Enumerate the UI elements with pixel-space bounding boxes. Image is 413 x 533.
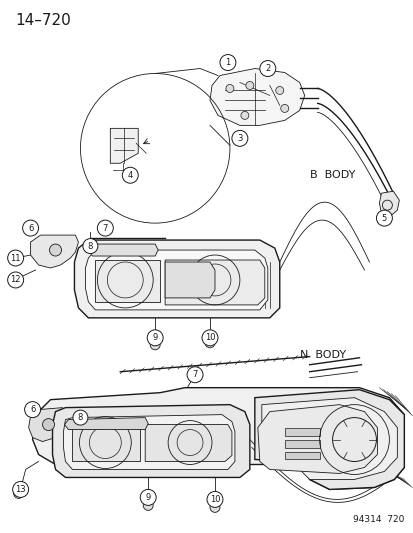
Polygon shape: [165, 260, 264, 305]
Circle shape: [219, 54, 235, 70]
Polygon shape: [209, 69, 304, 125]
Text: 8: 8: [88, 241, 93, 251]
Polygon shape: [33, 387, 404, 489]
Polygon shape: [261, 398, 396, 480]
Polygon shape: [284, 427, 319, 435]
Polygon shape: [254, 390, 404, 489]
Circle shape: [375, 210, 392, 226]
Polygon shape: [72, 425, 140, 462]
Circle shape: [187, 367, 202, 383]
Circle shape: [122, 167, 138, 183]
Text: 9: 9: [152, 333, 157, 342]
Polygon shape: [64, 417, 148, 430]
Circle shape: [13, 275, 23, 285]
Circle shape: [280, 104, 288, 112]
Text: 14–720: 14–720: [16, 13, 71, 28]
Circle shape: [245, 82, 253, 90]
Text: 1: 1: [225, 58, 230, 67]
Circle shape: [23, 220, 38, 236]
Circle shape: [259, 61, 275, 77]
Circle shape: [147, 330, 163, 346]
Circle shape: [209, 503, 219, 512]
Text: 7: 7: [192, 370, 197, 379]
Polygon shape: [95, 260, 160, 302]
Polygon shape: [257, 405, 377, 473]
Circle shape: [14, 488, 24, 498]
Circle shape: [202, 330, 217, 346]
Text: 94314  720: 94314 720: [352, 515, 404, 524]
Circle shape: [97, 220, 113, 236]
Polygon shape: [31, 235, 78, 268]
Text: 6: 6: [28, 224, 33, 232]
Polygon shape: [165, 262, 214, 298]
Text: N  BODY: N BODY: [299, 350, 345, 360]
Text: 5: 5: [381, 214, 386, 223]
Polygon shape: [28, 408, 65, 441]
Text: 11: 11: [10, 254, 21, 263]
Text: 7: 7: [102, 224, 108, 232]
Text: 10: 10: [209, 495, 220, 504]
Circle shape: [73, 410, 88, 425]
Polygon shape: [85, 250, 267, 310]
Text: B  BODY: B BODY: [309, 170, 354, 180]
Circle shape: [50, 244, 62, 256]
Circle shape: [225, 84, 233, 92]
Polygon shape: [63, 415, 234, 470]
Circle shape: [24, 402, 40, 417]
Polygon shape: [88, 244, 158, 256]
Text: 10: 10: [204, 333, 215, 342]
Text: 2: 2: [265, 64, 270, 73]
Circle shape: [143, 500, 153, 511]
Circle shape: [275, 86, 283, 94]
Circle shape: [8, 272, 24, 288]
Circle shape: [231, 131, 247, 147]
Circle shape: [83, 239, 97, 254]
Text: 4: 4: [127, 171, 133, 180]
Polygon shape: [110, 128, 138, 163]
Circle shape: [240, 111, 248, 119]
Circle shape: [150, 340, 160, 350]
Polygon shape: [74, 240, 279, 318]
Circle shape: [13, 481, 28, 497]
Circle shape: [8, 250, 24, 266]
Text: 9: 9: [145, 493, 150, 502]
Polygon shape: [284, 451, 319, 459]
Text: 6: 6: [30, 405, 35, 414]
Polygon shape: [145, 425, 231, 462]
Text: 3: 3: [237, 134, 242, 143]
Circle shape: [140, 489, 156, 505]
Text: 13: 13: [15, 485, 26, 494]
Text: 12: 12: [10, 276, 21, 285]
Circle shape: [206, 491, 223, 507]
Polygon shape: [52, 405, 249, 478]
Circle shape: [204, 338, 214, 348]
Polygon shape: [378, 191, 399, 217]
Text: 8: 8: [78, 413, 83, 422]
Polygon shape: [284, 440, 319, 448]
Circle shape: [43, 418, 55, 431]
